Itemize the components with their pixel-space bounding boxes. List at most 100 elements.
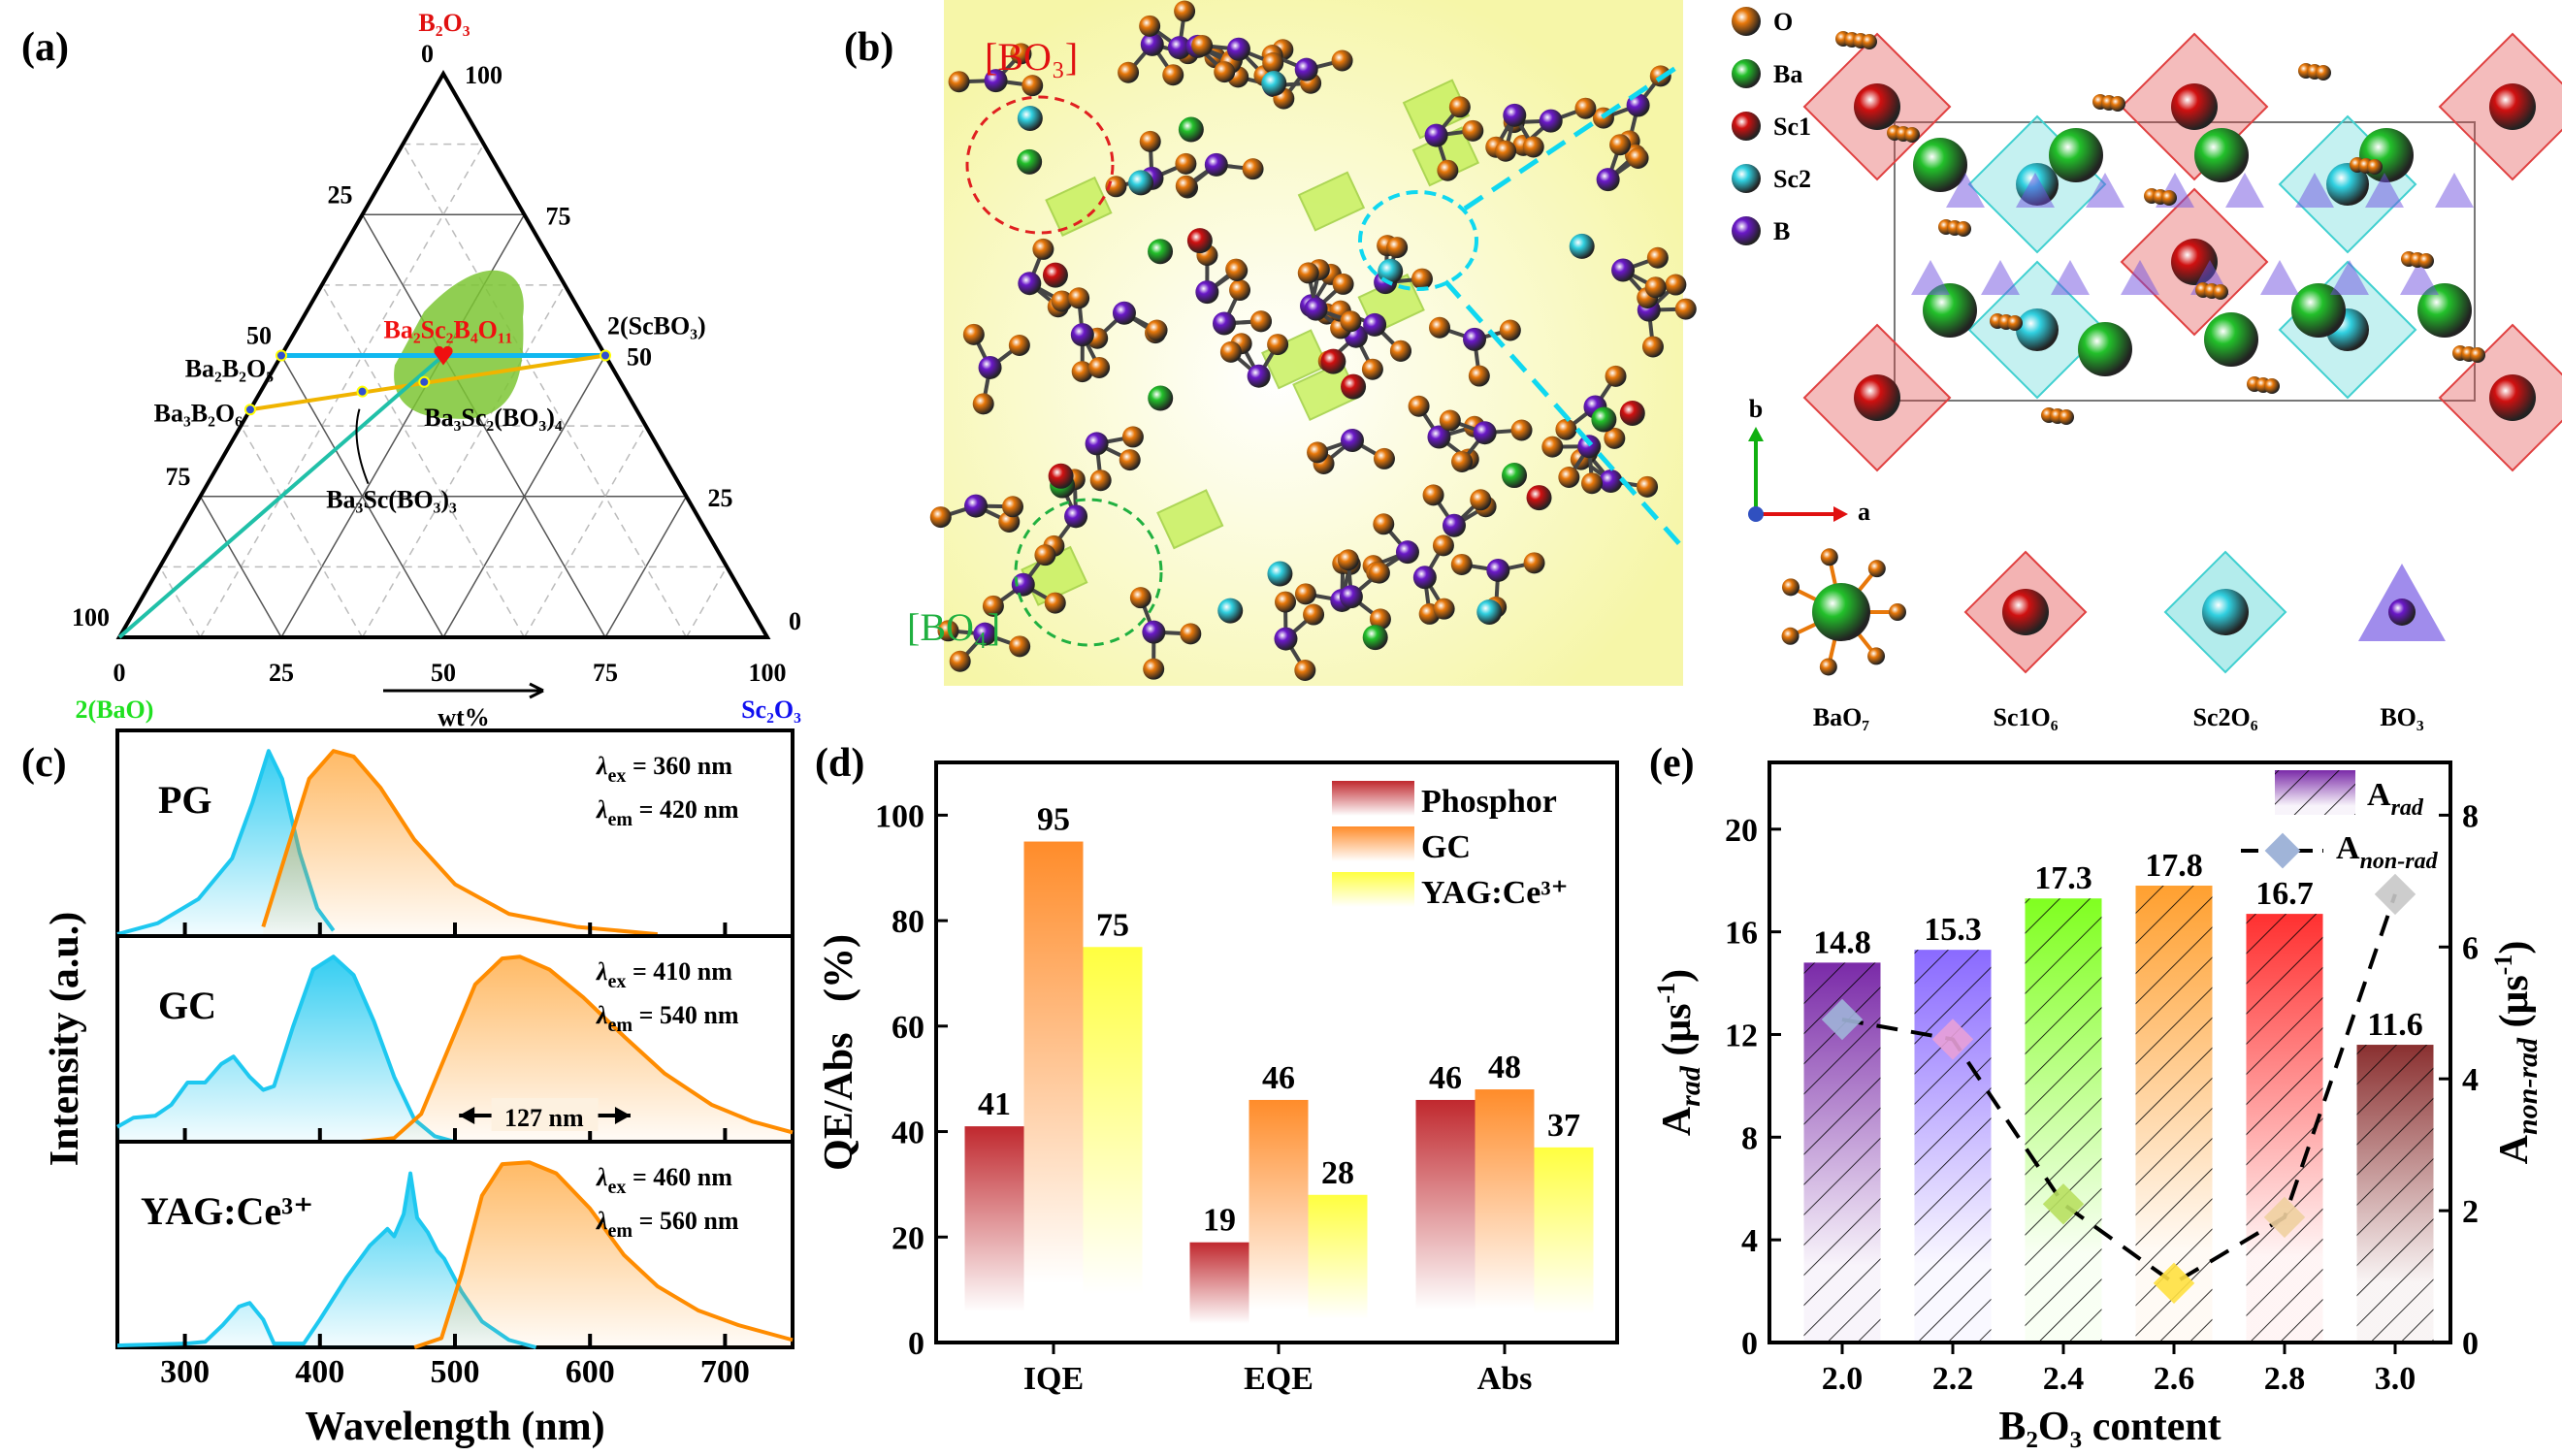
oxygen-atom [2007,315,2023,331]
unit-label-wt: wt% [438,703,489,731]
label-unit: (μs [1655,1004,1700,1067]
oxygen-atom [1118,61,1140,83]
oxygen-atom [1665,274,1687,296]
bar-GC-EQE [1249,1099,1309,1333]
emission-wavelength-label: λem = 540 nm [596,1001,739,1036]
main: A [2367,777,2391,813]
oxygen-atom [2213,284,2228,300]
bottom-tick-label: 0 [114,659,126,687]
oxygen-atom [972,393,994,415]
oxygen-atom [1051,290,1073,312]
oxygen-atom [937,620,959,642]
e-right-y-axis-label: Anon-rad (μs-1) [2489,941,2544,1165]
excitation-curve-GC [116,954,456,1144]
oxygen-atom [1044,592,1066,614]
oxygen-atom [1180,623,1202,645]
apex-label-b2o3: B₂O₃ [418,9,470,37]
legend-atom-o [1732,7,1761,36]
barium-atom [1812,583,1870,641]
bar-value-label: 41 [978,1086,1011,1122]
left-y-tick-label: 20 [1725,813,1758,849]
boron-atom [1195,280,1219,305]
sub: ex [608,971,627,992]
oxygen-atom [1904,127,1920,143]
oxygen-atom [1294,583,1316,605]
compound-label: Ba₂B₂O₅ [185,355,274,383]
right-tick-label: 50 [627,343,652,372]
sc1-ion [1341,373,1367,400]
polyhedron-label: BO₃ [2380,703,2424,731]
oxygen-atom [1389,340,1411,362]
boron-atom [1213,311,1237,336]
barium-atom [2417,283,2472,338]
boron-atom [1596,168,1620,192]
oxygen-atom [1089,469,1112,492]
oxygen-atom [1609,134,1632,156]
emission-curve-PG [261,749,658,937]
value: = 360 nm [626,752,732,780]
axis-b-label: b [1749,395,1763,423]
bar-GC-Abs [1475,1089,1535,1333]
axis-a-label: a [1858,498,1870,526]
oxygen-atom [1889,603,1906,621]
oxygen-atom [1191,34,1214,56]
left-y-tick-label: 12 [1725,1018,1758,1053]
sc1-ion [1042,262,1068,288]
bar-value-label: 95 [1037,802,1070,838]
heart-marker-icon [434,345,453,366]
left-y-tick-label: 16 [1725,916,1758,952]
left-tick-label: 100 [72,603,110,631]
bar-value-label: 37 [1547,1108,1580,1144]
sc1-ion [1526,485,1552,511]
oxygen-atom [2059,409,2074,425]
fwhm-label: 127 nm [504,1104,584,1132]
category-label: 2.0 [1822,1361,1864,1397]
oxygen-atom [1294,660,1316,682]
bo3-triangle [2295,173,2334,208]
excitation-fill [117,1173,536,1347]
category-label: EQE [1244,1361,1313,1397]
sub: em [608,1220,633,1242]
sc2-ion [1569,233,1595,259]
oxygen-atom [1139,15,1161,37]
grid-line [240,425,364,638]
sc1-atom [2489,374,2536,421]
oxygen-atom [1956,221,1971,237]
oxygen-atom [1373,513,1395,535]
bar-Phosphor-IQE [964,1126,1024,1333]
oxygen-atom [1451,450,1474,472]
left-tick-label: 0 [421,40,434,68]
compound-point [600,349,611,362]
oxygen-atom [1641,336,1664,358]
bar-YAG:Ce³⁺-Abs [1534,1147,1594,1333]
bar-GC-IQE [1023,841,1084,1333]
oxygen-atom [1450,553,1473,575]
right-y-tick-label: 6 [2462,930,2479,966]
oxygen-atom [1146,319,1168,341]
excitation-wavelength-label: λex = 360 nm [596,752,732,787]
corner-label-sc2o3: Sc₂O₃ [741,696,801,724]
zoom-line-top [1463,60,1685,211]
label-sub: rad [1674,1065,1706,1107]
boron-atom [1486,558,1510,582]
oxygen-atom [1558,467,1580,489]
y-tick-label: 40 [892,1116,924,1151]
sc2-ion [1017,105,1043,131]
plot-frame [934,760,1619,1344]
bo3-triangle [2086,173,2124,208]
axis-a-arrowhead-icon [1833,506,1848,522]
emission-curve-GC [360,954,794,1144]
oxygen-atom [1249,310,1272,333]
panel-label-e: (e) [1649,741,1695,786]
x-tick-label: 300 [160,1354,210,1390]
compound-point [243,404,256,416]
emission-curve-YAG:Ce³⁺ [413,1160,794,1349]
legend-atom-label: B [1773,217,1790,245]
oxygen-atom [2367,159,2383,175]
oxygen-atom [1627,147,1649,170]
barium-ion [1362,625,1388,651]
boron-atom [1064,504,1088,529]
sc1-atom [2489,83,2536,130]
barium-ion [1017,148,1043,175]
oxygen-atom [1275,591,1297,613]
